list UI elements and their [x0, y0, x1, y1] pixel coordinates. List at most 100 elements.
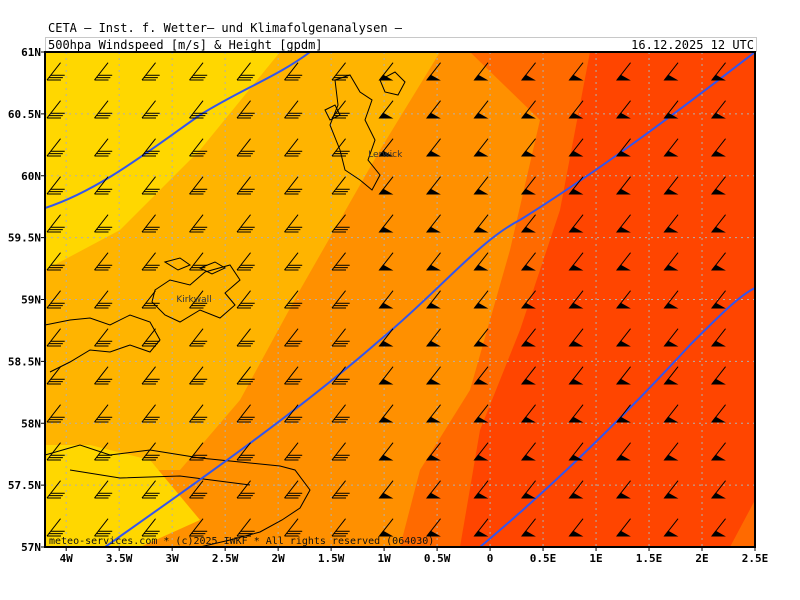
wind-barb [46, 100, 65, 119]
wind-barb [189, 252, 208, 271]
wind-barb [663, 442, 679, 461]
wind-barb [236, 214, 255, 233]
wind-barb [378, 366, 394, 385]
wind-barb [46, 518, 65, 537]
wind-barb [710, 328, 726, 347]
wind-barb [46, 214, 65, 233]
wind-barb [378, 176, 394, 195]
wind-barb [473, 366, 489, 385]
wind-barb [710, 404, 726, 423]
wind-barb [568, 176, 584, 195]
wind-barb [46, 404, 65, 423]
wind-barb [189, 404, 208, 423]
wind-barb [284, 328, 303, 347]
y-tick-label: 58N [21, 417, 41, 430]
wind-barb [46, 252, 65, 271]
wind-barb [141, 480, 160, 499]
wind-barb [284, 214, 303, 233]
wind-barb [94, 214, 113, 233]
wind-barb [520, 62, 536, 81]
wind-barb [284, 290, 303, 309]
chart-title: 500hpa Windspeed [m/s] & Height [gpdm] [48, 38, 323, 52]
wind-barb [568, 214, 584, 233]
wind-barb [236, 328, 255, 347]
wind-barb [236, 480, 255, 499]
coastlines [45, 71, 406, 547]
wind-barb [378, 214, 394, 233]
wind-barb [189, 442, 208, 461]
wind-barb [331, 214, 350, 233]
wind-barb [46, 290, 65, 309]
y-tick-label: 60N [21, 170, 41, 183]
wind-barb [663, 518, 679, 537]
wind-barb [568, 328, 584, 347]
wind-barb [615, 290, 631, 309]
wind-barb [189, 214, 208, 233]
city-label: Lerwick [368, 150, 403, 160]
wind-barb [520, 138, 536, 157]
wind-barb [189, 518, 208, 537]
wind-barb [568, 138, 584, 157]
wind-barb [568, 366, 584, 385]
wind-barb [615, 328, 631, 347]
wind-barb [615, 518, 631, 537]
wind-barb [520, 290, 536, 309]
wind-barb [473, 328, 489, 347]
wind-barb [568, 404, 584, 423]
wind-barb [94, 328, 113, 347]
wind-barb [331, 290, 350, 309]
speed-band-low-south [45, 445, 200, 547]
wind-barbs [46, 62, 726, 537]
wind-barb [94, 404, 113, 423]
wind-barb [189, 366, 208, 385]
wind-barb [710, 214, 726, 233]
valid-datetime: 16.12.2025 12 UTC [631, 38, 754, 52]
wind-barb [236, 176, 255, 195]
x-tick-label: 3.5W [106, 552, 133, 565]
wind-barb [710, 62, 726, 81]
wind-barb [141, 404, 160, 423]
wind-barb [520, 100, 536, 119]
wind-barb [94, 62, 113, 81]
wind-barb [236, 366, 255, 385]
y-tick-label: 59N [21, 294, 41, 307]
wind-barb [236, 100, 255, 119]
institute-title: CETA – Inst. f. Wetter– und Klimafolgena… [48, 21, 403, 35]
wind-barb [331, 366, 350, 385]
wind-barb [710, 100, 726, 119]
wind-barb [46, 366, 65, 385]
x-tick-label: 1W [377, 552, 391, 565]
wind-barb [378, 290, 394, 309]
wind-barb [520, 252, 536, 271]
wind-barb [141, 100, 160, 119]
wind-barb [425, 480, 441, 499]
wind-barb [378, 404, 394, 423]
height-contours [45, 52, 755, 547]
wind-barb [94, 480, 113, 499]
wind-barb [473, 138, 489, 157]
wind-barb [473, 290, 489, 309]
wind-barb [46, 176, 65, 195]
wind-barb [94, 442, 113, 461]
wind-barb [94, 290, 113, 309]
wind-barb [615, 480, 631, 499]
x-tick-label: 0 [487, 552, 494, 565]
wind-barb [189, 290, 208, 309]
wind-barb [663, 176, 679, 195]
wind-barb [94, 366, 113, 385]
wind-barb [94, 252, 113, 271]
wind-barb [663, 252, 679, 271]
x-tick-label: 2.5E [742, 552, 769, 565]
wind-barb [331, 62, 350, 81]
wind-barb [284, 518, 303, 537]
wind-barb [189, 176, 208, 195]
y-tick-label: 57.5N [8, 479, 41, 492]
wind-barb [710, 252, 726, 271]
wind-barb [331, 518, 350, 537]
axis-ticks: 4W 3.5W 3W 2.5W 2W 1.5W 1W 0.5W 0 0.5E 1E 1.5E 2E 2.5… [8, 46, 768, 565]
wind-barb [663, 328, 679, 347]
wind-barb [189, 100, 208, 119]
wind-barb [284, 366, 303, 385]
wind-barb [378, 518, 394, 537]
wind-barb [284, 62, 303, 81]
